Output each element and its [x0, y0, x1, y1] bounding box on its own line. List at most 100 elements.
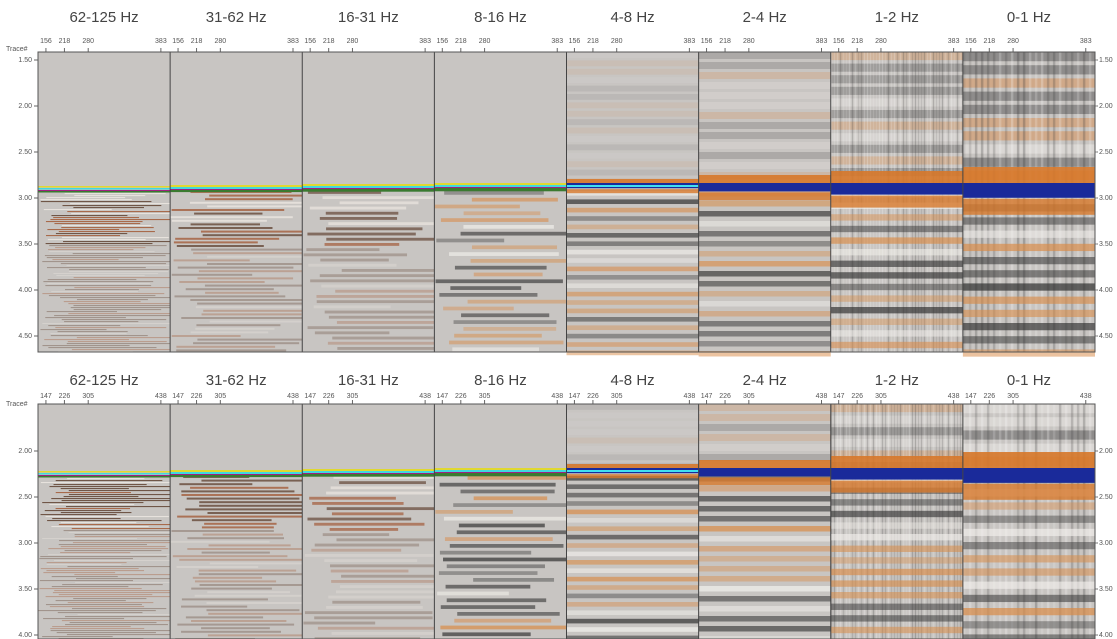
reflection — [698, 82, 831, 89]
reflection — [48, 548, 169, 550]
reflection — [198, 270, 318, 273]
reflection — [698, 616, 831, 622]
panel-background — [566, 404, 699, 639]
reflection — [40, 201, 152, 203]
reflection — [69, 269, 169, 271]
reflection — [566, 249, 699, 255]
trace-streak — [932, 404, 935, 639]
horizon — [830, 456, 963, 468]
reflection — [326, 606, 423, 609]
reflection — [339, 585, 445, 589]
reflection — [566, 169, 699, 176]
trace-streak — [881, 404, 884, 639]
reflection — [698, 92, 831, 99]
trace-tick-label: 226 — [323, 393, 335, 400]
trace-tick-label: 438 — [684, 393, 696, 400]
reflection — [178, 227, 273, 229]
reflection — [47, 554, 180, 556]
reflection — [453, 320, 557, 324]
reflection — [179, 558, 304, 561]
reflection — [72, 542, 184, 544]
reflection — [45, 596, 178, 598]
trace-tick-label: 156 — [436, 38, 448, 45]
reflection — [73, 309, 162, 311]
reflection — [830, 438, 963, 447]
reflection — [43, 572, 116, 574]
reflection — [566, 275, 699, 280]
reflection — [39, 580, 133, 582]
trace-streak — [1064, 404, 1068, 639]
seismic-panel — [962, 52, 1098, 357]
horizon — [38, 476, 171, 478]
reflection — [830, 415, 963, 424]
seismic-panel — [830, 52, 965, 352]
trace-tick-label: 383 — [948, 38, 960, 45]
reflection — [55, 480, 163, 482]
time-tick-label: 2.00 — [18, 448, 32, 455]
reflection — [206, 602, 339, 604]
reflection — [328, 595, 445, 599]
trace-tick-label: 305 — [214, 393, 226, 400]
seismic-panel — [698, 52, 831, 357]
horizon — [302, 474, 435, 477]
reflection — [179, 281, 265, 283]
reflection — [71, 608, 167, 610]
time-tick-label: 2.00 — [18, 103, 32, 110]
reflection — [49, 251, 155, 253]
horizon — [434, 188, 567, 192]
trace-tick-label: 383 — [287, 38, 299, 45]
reflection — [43, 281, 154, 283]
reflection — [830, 404, 963, 413]
time-tick-label: 3.50 — [18, 586, 32, 593]
reflection — [566, 610, 699, 616]
reflection — [962, 91, 1095, 101]
panel-title: 4-8 Hz — [610, 372, 654, 389]
reflection — [830, 592, 963, 599]
reflection — [65, 616, 185, 618]
reflection — [473, 496, 548, 501]
reflection — [330, 486, 443, 490]
reflection — [191, 620, 287, 622]
reflection — [61, 225, 152, 227]
trace-streak — [1010, 404, 1014, 639]
reflection — [566, 216, 699, 221]
reflection — [962, 443, 1095, 453]
panel-title: 31-62 Hz — [206, 9, 267, 26]
reflection — [328, 222, 440, 226]
reflection — [566, 627, 699, 632]
trace-streak — [851, 404, 854, 639]
reflection — [566, 342, 699, 347]
horizon — [170, 475, 303, 478]
reflection — [209, 562, 331, 565]
trace-tick-label: 218 — [323, 38, 335, 45]
trace-streak — [926, 404, 929, 639]
trace-tick-label: 226 — [59, 393, 71, 400]
reflection — [830, 580, 963, 587]
reflection — [207, 255, 311, 258]
reflection — [53, 484, 147, 486]
reflection — [209, 194, 317, 197]
reflection — [320, 258, 389, 262]
horizon — [962, 452, 1095, 468]
reflection — [65, 624, 168, 626]
reflection — [58, 594, 153, 596]
reflection — [192, 576, 263, 579]
reflection — [316, 300, 448, 304]
reflection — [200, 230, 329, 233]
reflection — [698, 321, 831, 327]
reflection — [566, 618, 699, 624]
reflection — [197, 277, 294, 280]
reflection — [830, 156, 963, 165]
reflection — [39, 558, 133, 560]
reflection — [181, 598, 268, 601]
reflection — [67, 341, 167, 343]
reflection — [830, 86, 963, 95]
reflection — [449, 340, 564, 345]
reflection — [830, 626, 963, 634]
seismic-panel — [170, 404, 339, 639]
reflection — [314, 616, 433, 620]
time-tick-label: 3.00 — [18, 195, 32, 202]
reflection — [566, 501, 699, 506]
reflection — [49, 486, 173, 488]
trace-streak — [902, 404, 905, 639]
